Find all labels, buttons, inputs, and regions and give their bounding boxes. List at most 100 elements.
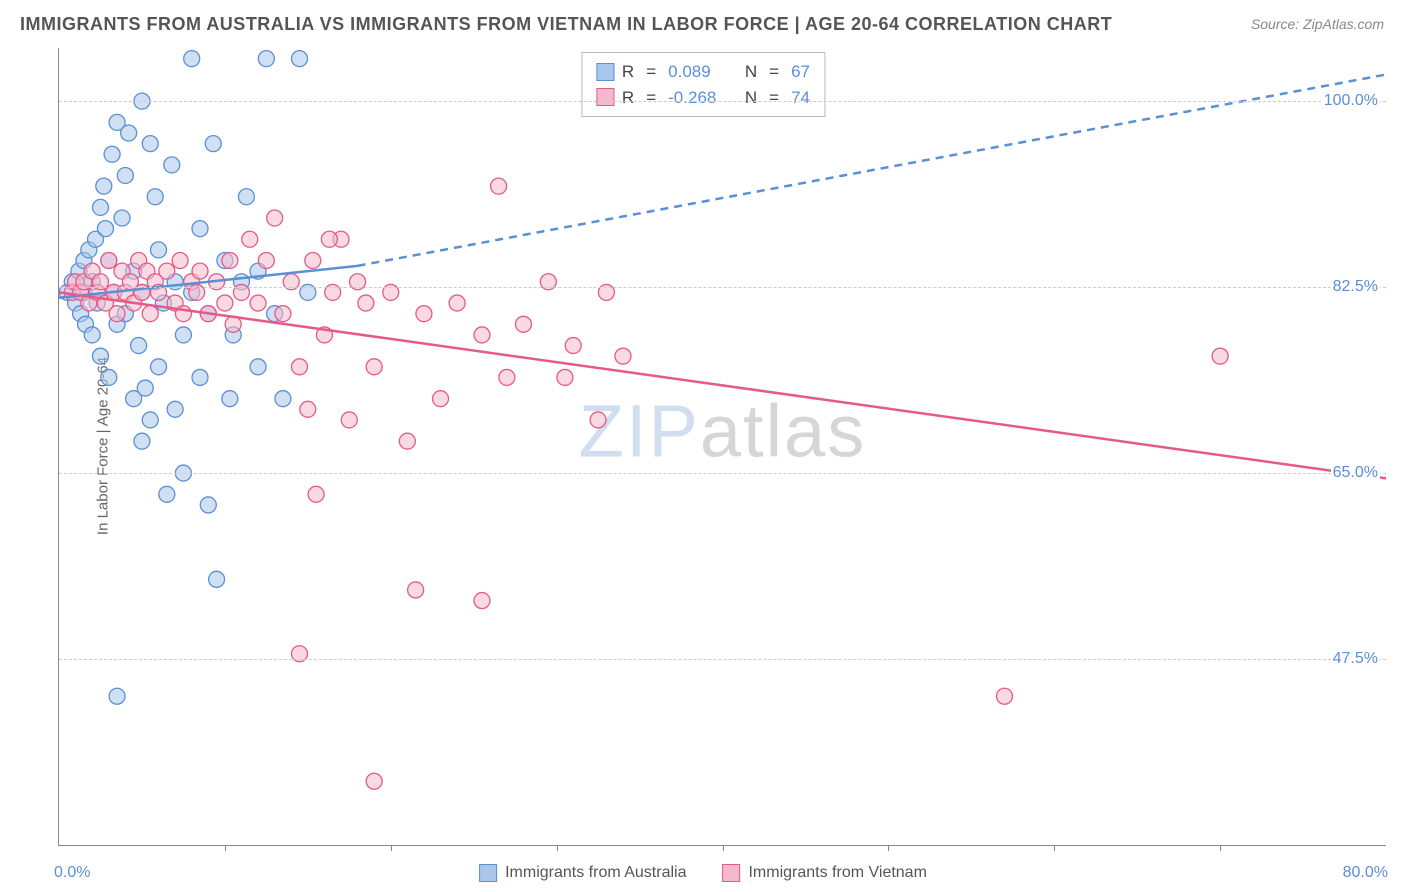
source-label: Source:: [1251, 16, 1303, 32]
data-point: [499, 369, 515, 385]
data-point: [222, 391, 238, 407]
data-point: [275, 391, 291, 407]
data-point: [474, 593, 490, 609]
data-point: [92, 348, 108, 364]
chart-plot-area: ZIPatlas R = 0.089 N = 67 R = -0.268 N =…: [58, 48, 1386, 846]
data-point: [147, 189, 163, 205]
data-point: [366, 359, 382, 375]
data-point: [109, 306, 125, 322]
data-point: [217, 295, 233, 311]
data-point: [341, 412, 357, 428]
x-tick: [1054, 845, 1055, 851]
legend-label-australia: Immigrants from Australia: [505, 864, 686, 882]
gridline-h: [59, 287, 1386, 288]
data-point: [142, 306, 158, 322]
source-credit: Source: ZipAtlas.com: [1251, 16, 1384, 32]
x-tick: [1220, 845, 1221, 851]
data-point: [131, 338, 147, 354]
x-axis-min-label: 0.0%: [54, 864, 90, 882]
x-tick: [557, 845, 558, 851]
data-point: [92, 199, 108, 215]
data-point: [250, 359, 266, 375]
data-point: [433, 391, 449, 407]
data-point: [209, 571, 225, 587]
data-point: [238, 189, 254, 205]
data-point: [200, 497, 216, 513]
data-point: [250, 295, 266, 311]
data-point: [321, 231, 337, 247]
data-point: [242, 231, 258, 247]
data-point: [615, 348, 631, 364]
data-point: [557, 369, 573, 385]
data-point: [101, 369, 117, 385]
data-point: [192, 221, 208, 237]
data-point: [408, 582, 424, 598]
data-point: [175, 327, 191, 343]
data-point: [416, 306, 432, 322]
data-point: [142, 136, 158, 152]
y-gridline-label: 82.5%: [1331, 278, 1380, 296]
data-point: [515, 316, 531, 332]
y-gridline-label: 100.0%: [1322, 92, 1380, 110]
data-point: [996, 688, 1012, 704]
data-point: [114, 210, 130, 226]
data-point: [142, 412, 158, 428]
data-point: [109, 688, 125, 704]
swatch-vietnam: [722, 864, 740, 882]
legend-label-vietnam: Immigrants from Vietnam: [748, 864, 926, 882]
regression-line: [59, 292, 1386, 478]
data-point: [104, 146, 120, 162]
y-gridline-label: 47.5%: [1331, 650, 1380, 668]
data-point: [308, 486, 324, 502]
data-point: [205, 136, 221, 152]
scatter-svg: [59, 48, 1386, 845]
data-point: [590, 412, 606, 428]
data-point: [117, 168, 133, 184]
x-tick: [225, 845, 226, 851]
gridline-h: [59, 473, 1386, 474]
data-point: [292, 359, 308, 375]
data-point: [366, 773, 382, 789]
data-point: [167, 401, 183, 417]
data-point: [491, 178, 507, 194]
data-point: [474, 327, 490, 343]
data-point: [159, 486, 175, 502]
legend-item-vietnam: Immigrants from Vietnam: [722, 864, 926, 882]
swatch-australia: [479, 864, 497, 882]
data-point: [151, 359, 167, 375]
x-tick: [888, 845, 889, 851]
data-point: [222, 253, 238, 269]
data-point: [159, 263, 175, 279]
data-point: [137, 380, 153, 396]
x-tick: [723, 845, 724, 851]
data-point: [300, 401, 316, 417]
data-point: [565, 338, 581, 354]
y-gridline-label: 65.0%: [1331, 464, 1380, 482]
x-axis-max-label: 80.0%: [1343, 864, 1388, 882]
data-point: [172, 253, 188, 269]
legend-item-australia: Immigrants from Australia: [479, 864, 686, 882]
data-point: [184, 51, 200, 67]
data-point: [399, 433, 415, 449]
data-point: [151, 242, 167, 258]
data-point: [97, 221, 113, 237]
chart-title: IMMIGRANTS FROM AUSTRALIA VS IMMIGRANTS …: [20, 14, 1112, 35]
data-point: [101, 253, 117, 269]
data-point: [164, 157, 180, 173]
gridline-h: [59, 101, 1386, 102]
data-point: [96, 178, 112, 194]
regression-extrapolated: [358, 75, 1386, 266]
data-point: [192, 369, 208, 385]
data-point: [275, 306, 291, 322]
gridline-h: [59, 659, 1386, 660]
data-point: [1212, 348, 1228, 364]
data-point: [192, 263, 208, 279]
series-legend: Immigrants from Australia Immigrants fro…: [479, 864, 927, 882]
source-value: ZipAtlas.com: [1303, 16, 1384, 32]
data-point: [449, 295, 465, 311]
data-point: [258, 253, 274, 269]
data-point: [121, 125, 137, 141]
data-point: [358, 295, 374, 311]
data-point: [305, 253, 321, 269]
data-point: [267, 210, 283, 226]
